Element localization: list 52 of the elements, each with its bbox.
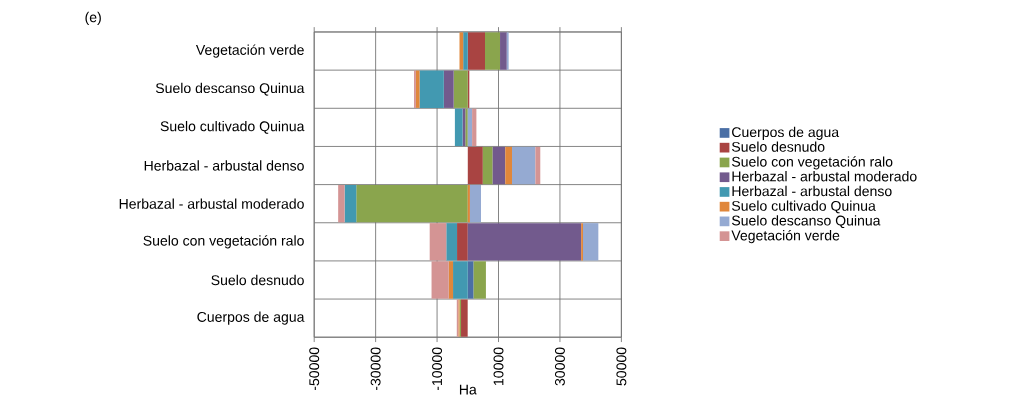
bar <box>492 146 506 185</box>
bar <box>467 261 474 299</box>
legend-label: Vegetación verde <box>731 229 840 244</box>
y-tick-label: Suelo descanso Quinua <box>155 82 305 96</box>
bar <box>467 223 582 261</box>
legend-label: Suelo descanso Quinua <box>731 215 881 229</box>
y-tick-label: Cuerpos de agua <box>197 311 305 325</box>
bar <box>457 223 468 261</box>
bar <box>582 223 599 261</box>
bar <box>459 32 464 70</box>
legend-label: Herbazal - arbustal denso <box>732 185 892 197</box>
legend-label: Suelo con vegetación ralo <box>731 156 893 170</box>
y-tick-label: Vegetación verde <box>195 44 304 58</box>
bar <box>469 184 481 223</box>
bar <box>344 184 357 223</box>
y-tick-label: Suelo cultivado Quinua <box>160 120 305 134</box>
bar <box>512 146 536 185</box>
legend-label: Herbazal - arbustal moderado <box>732 171 917 182</box>
y-tick-label: Suelo desnudo <box>211 274 304 286</box>
legend-label: Cuerpos de agua <box>732 126 840 140</box>
bar <box>505 146 513 185</box>
bar <box>448 261 454 299</box>
bar <box>500 32 507 70</box>
bar <box>482 146 493 185</box>
bar <box>461 299 468 337</box>
bar <box>467 108 473 147</box>
x-tick-label: -10000 <box>432 347 443 391</box>
bar <box>472 108 477 147</box>
bar <box>454 108 463 147</box>
bar <box>467 146 483 185</box>
y-tick-label: Suelo con vegetación ralo <box>143 235 304 249</box>
x-tick-label: -50000 <box>309 347 320 391</box>
bar <box>338 184 345 223</box>
bar <box>415 70 420 108</box>
text: (e) <box>85 11 101 25</box>
y-tick-label: Herbazal - arbustal moderado <box>119 198 304 209</box>
bar <box>419 70 444 108</box>
y-tick-label: Herbazal - arbustal denso <box>144 160 304 171</box>
x-tick-label: 50000 <box>616 347 627 386</box>
legend-label: Suelo desnudo <box>731 141 825 152</box>
x-axis-title: Ha <box>459 384 477 395</box>
legend-label: Suelo cultivado Quinua <box>731 200 876 214</box>
bar <box>467 184 470 223</box>
bar <box>443 70 454 108</box>
bar <box>535 146 541 185</box>
x-tick-label: 10000 <box>493 347 504 385</box>
bar <box>484 32 501 70</box>
bar <box>473 261 486 299</box>
bar <box>463 32 468 70</box>
x-tick-label: 30000 <box>554 347 565 386</box>
bar <box>356 184 468 223</box>
x-tick-label: -30000 <box>370 347 381 391</box>
